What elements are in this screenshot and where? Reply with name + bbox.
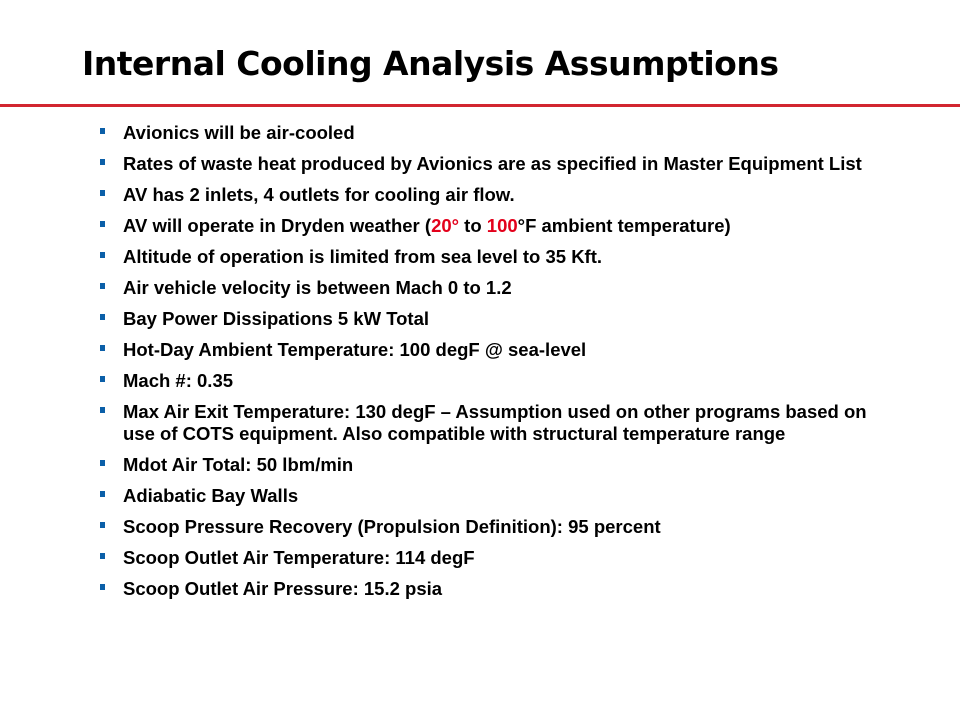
weather-text-prefix: AV will operate in Dryden weather ( [123,215,432,236]
square-bullet-icon [100,376,105,382]
square-bullet-icon [100,491,105,497]
square-bullet-icon [100,460,105,466]
list-item-text: Mdot Air Total: 50 lbm/min [123,454,354,475]
list-item-text: Max Air Exit Temperature: 130 degF – Ass… [123,401,867,444]
list-item-text: Air vehicle velocity is between Mach 0 t… [123,277,512,298]
square-bullet-icon [100,159,105,165]
list-item: Air vehicle velocity is between Mach 0 t… [100,277,900,299]
square-bullet-icon [100,283,105,289]
list-item: Bay Power Dissipations 5 kW Total [100,308,900,330]
list-item: AV will operate in Dryden weather (20° t… [100,215,900,237]
title-divider-line [0,104,960,107]
square-bullet-icon [100,221,105,227]
list-item: Scoop Outlet Air Pressure: 15.2 psia [100,578,900,600]
list-item-text: Mach #: 0.35 [123,370,234,391]
list-item: Scoop Outlet Air Temperature: 114 degF [100,547,900,569]
list-item: Max Air Exit Temperature: 130 degF – Ass… [100,401,900,445]
weather-text-suffix: °F ambient temperature) [517,215,731,236]
list-item: Hot-Day Ambient Temperature: 100 degF @ … [100,339,900,361]
list-item-text: Adiabatic Bay Walls [123,485,299,506]
list-item-text: Hot-Day Ambient Temperature: 100 degF @ … [123,339,587,360]
list-item: Adiabatic Bay Walls [100,485,900,507]
square-bullet-icon [100,553,105,559]
low-temperature-value: 20° [431,215,460,236]
list-item: Mdot Air Total: 50 lbm/min [100,454,900,476]
square-bullet-icon [100,345,105,351]
list-item: Scoop Pressure Recovery (Propulsion Defi… [100,516,900,538]
square-bullet-icon [100,314,105,320]
square-bullet-icon [100,252,105,258]
assumption-list: Avionics will be air-cooled Rates of was… [100,122,900,609]
list-item: AV has 2 inlets, 4 outlets for cooling a… [100,184,900,206]
list-item-text: AV will operate in Dryden weather (20° t… [123,215,731,236]
list-item-text: Rates of waste heat produced by Avionics… [123,153,862,174]
list-item-text: AV has 2 inlets, 4 outlets for cooling a… [123,184,515,205]
list-item-text: Scoop Pressure Recovery (Propulsion Defi… [123,516,661,537]
list-item: Rates of waste heat produced by Avionics… [100,153,900,175]
list-item-text: Scoop Outlet Air Pressure: 15.2 psia [123,578,443,599]
square-bullet-icon [100,190,105,196]
list-item: Altitude of operation is limited from se… [100,246,900,268]
high-temperature-value: 100 [486,215,518,236]
list-item: Mach #: 0.35 [100,370,900,392]
square-bullet-icon [100,128,105,134]
square-bullet-icon [100,522,105,528]
list-item: Avionics will be air-cooled [100,122,900,144]
list-item-text: Avionics will be air-cooled [123,122,355,143]
list-item-text: Bay Power Dissipations 5 kW Total [123,308,430,329]
list-item-text: Altitude of operation is limited from se… [123,246,603,267]
weather-text-middle: to [459,215,487,236]
square-bullet-icon [100,407,105,413]
slide-title: Internal Cooling Analysis Assumptions [82,44,779,83]
list-item-text: Scoop Outlet Air Temperature: 114 degF [123,547,475,568]
square-bullet-icon [100,584,105,590]
